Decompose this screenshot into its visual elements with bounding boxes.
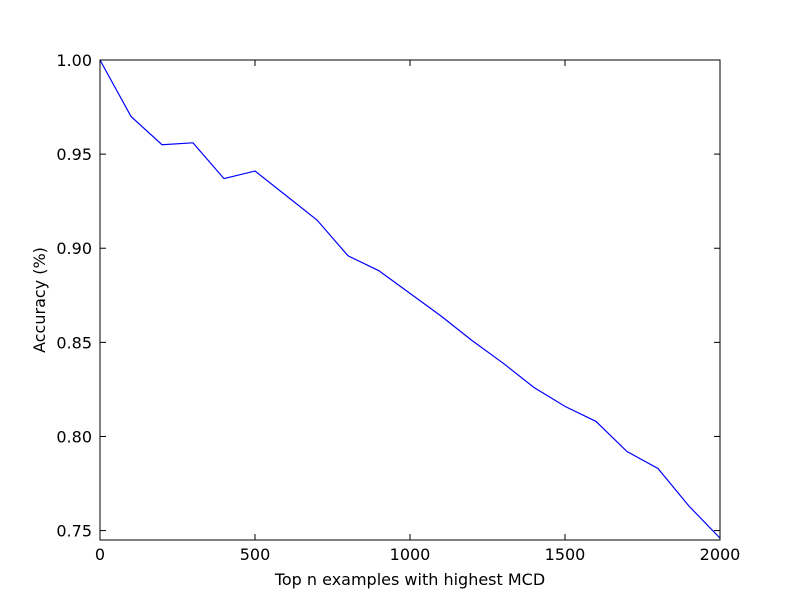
plot-frame — [99, 59, 721, 541]
y-tick-label: 1.00 — [56, 51, 92, 70]
line — [99, 59, 721, 539]
x-tick-label: 1500 — [545, 545, 586, 564]
y-tick-label: 0.90 — [56, 239, 92, 258]
y-tick-label: 0.80 — [56, 427, 92, 446]
x-tick-label: 0 — [95, 545, 105, 564]
y-tick-label: 0.85 — [56, 333, 92, 352]
y-tick-label: 0.75 — [56, 522, 92, 541]
x-tick-label: 1000 — [390, 545, 431, 564]
x-axis-label: Top n examples with highest MCD — [274, 570, 545, 589]
x-tick-label: 2000 — [700, 545, 741, 564]
y-axis-label: Accuracy (%) — [30, 247, 49, 353]
x-tick-label: 500 — [240, 545, 271, 564]
y-tick-label: 0.95 — [56, 145, 92, 164]
